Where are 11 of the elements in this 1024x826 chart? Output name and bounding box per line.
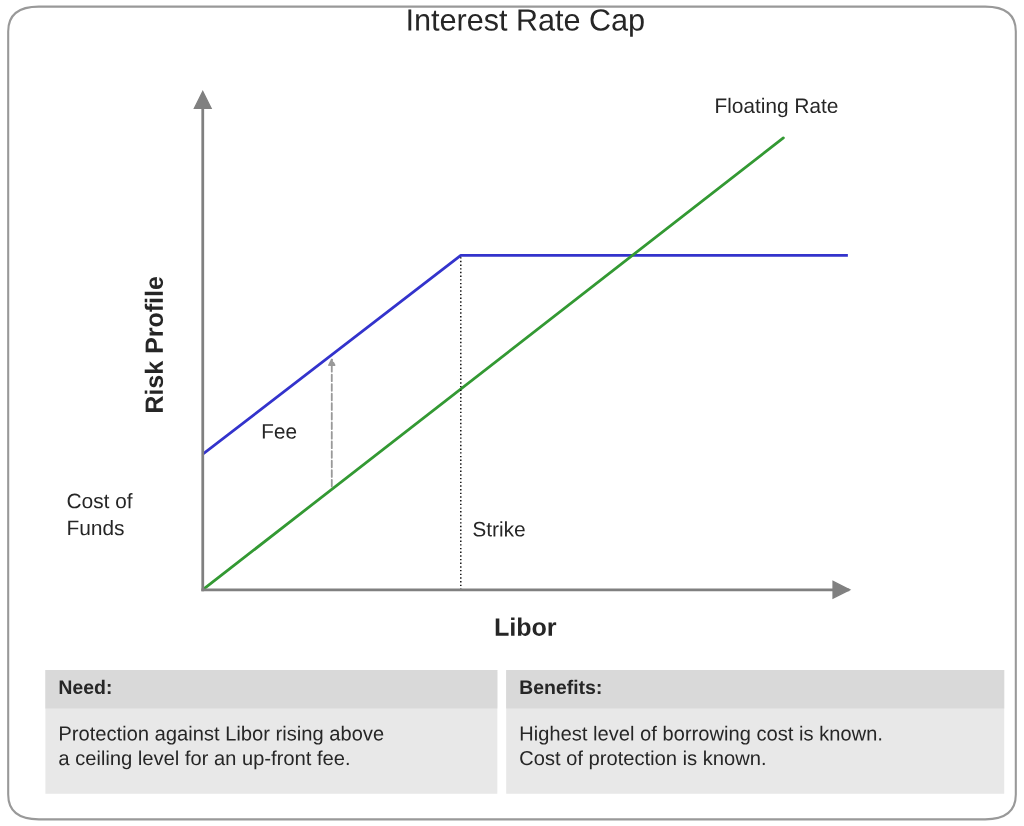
text: Protection against Libor rising above a ceiling level for an up-front fee. [59, 725, 384, 770]
annotation: Fee [262, 424, 297, 439]
annotation: Strike [473, 521, 525, 537]
y-axis-title: Risk Profile [144, 276, 164, 412]
chart-title: Interest Rate Cap [408, 9, 644, 37]
series-label: Floating Rate [716, 97, 838, 118]
x-axis-title: Libor [495, 617, 557, 636]
text: Highest level of borrowing cost is known. Cost of protection is known. [520, 725, 882, 770]
text: Benefits: [520, 679, 601, 695]
text: Need: [59, 679, 111, 695]
text: Cost of Funds [67, 493, 133, 536]
